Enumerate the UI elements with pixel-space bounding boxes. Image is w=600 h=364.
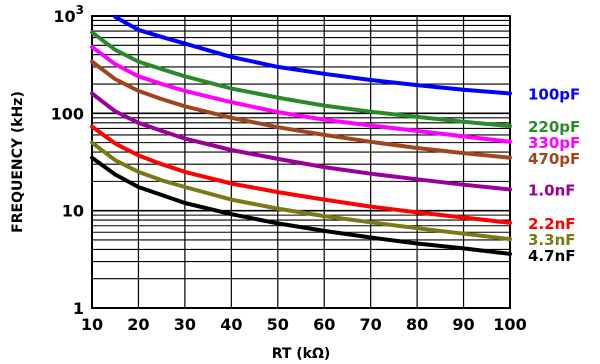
y-tick-label: 103 (53, 3, 84, 26)
series-line-4-7nf (90, 155, 512, 256)
x-tick-label: 70 (360, 315, 382, 334)
series-line-220pf (90, 30, 512, 129)
series-line-1-0nf (90, 91, 512, 192)
x-tick-label: 30 (174, 315, 196, 334)
y-axis-label: FREQUENCY (kHz) (10, 91, 26, 233)
plot-frame (91, 15, 511, 309)
series-line-470pf (90, 59, 512, 160)
x-tick-label: 80 (406, 315, 428, 334)
legend-label-4-7nf: 4.7nF (528, 247, 576, 265)
legend-label-220pf: 220pF (528, 118, 580, 136)
x-tick-label: 40 (220, 315, 242, 334)
x-tick-labels: 10 20 30 40 50 60 70 80 90 100 (81, 315, 527, 334)
legend-label-3-3nf: 3.3nF (528, 231, 576, 249)
x-tick-label: 100 (493, 315, 526, 334)
series-line-330pf (90, 45, 512, 144)
x-tick-label: 20 (127, 315, 149, 334)
legend-label-470pf: 470pF (528, 150, 580, 168)
x-tick-label: 50 (267, 315, 289, 334)
x-tick-label: 60 (313, 315, 335, 334)
x-tick-label: 10 (81, 315, 103, 334)
series-line-3-3nf (90, 140, 512, 242)
y-tick-label: 100 (51, 104, 84, 123)
x-axis-label: RT (kΩ) (272, 346, 331, 362)
y-tick-labels: 1 10 100 103 (51, 3, 84, 318)
legend-label-100pf: 100pF (528, 85, 580, 103)
series-lines (90, 14, 512, 256)
series-line-2-2nf (90, 124, 512, 225)
y-tick-label: 10 (62, 202, 84, 221)
legend-label-1-0nf: 1.0nF (528, 181, 576, 199)
y-tick-label: 1 (73, 299, 84, 318)
x-tick-label: 90 (452, 315, 474, 334)
legend-label-2-2nf: 2.2nF (528, 215, 576, 233)
legend-label-330pf: 330pF (528, 134, 580, 152)
series-line-100pf (113, 14, 512, 96)
